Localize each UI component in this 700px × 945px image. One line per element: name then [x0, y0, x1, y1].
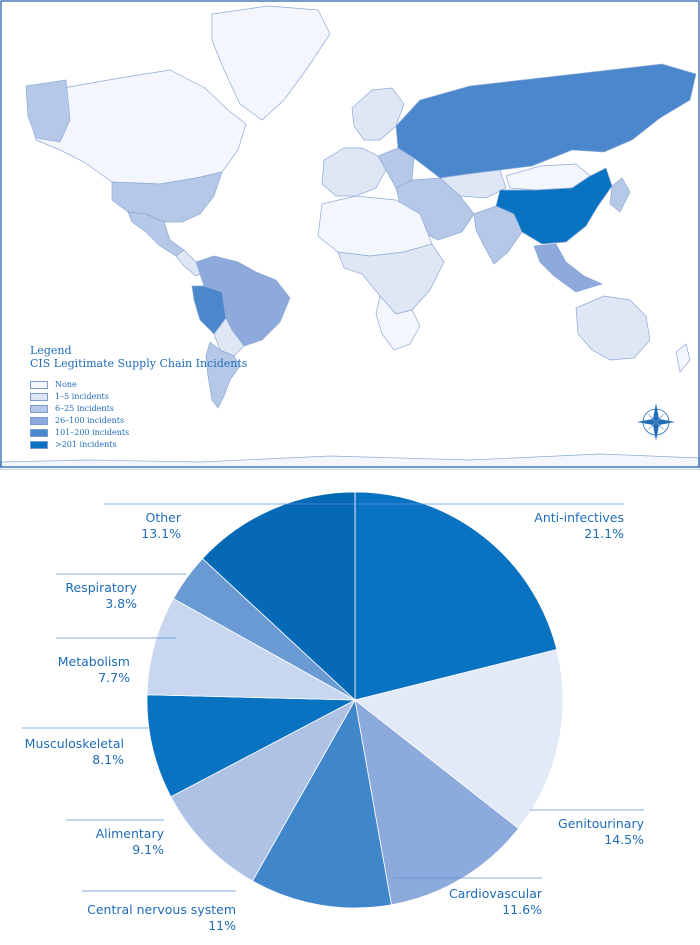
legend-swatch	[30, 405, 48, 413]
map-region-scandinavia	[351, 87, 405, 141]
pie-slice-label: Alimentary	[96, 826, 165, 841]
world-map: Legend CIS Legitimate Supply Chain Incid…	[0, 0, 700, 470]
legend-label: 6–25 incidents	[55, 404, 114, 413]
pie-slice-percent: 3.8%	[105, 596, 137, 611]
legend-item: >201 incidents	[30, 439, 247, 451]
legend-label: >201 incidents	[55, 440, 117, 449]
pie-slice-label: Metabolism	[58, 654, 130, 669]
legend-swatch	[30, 417, 48, 425]
legend-label: 26–100 incidents	[55, 416, 125, 425]
pie-slice	[170, 699, 357, 882]
legend-item: None	[30, 379, 247, 391]
legend-title: Legend	[30, 344, 72, 357]
map-region-argentina-chile	[205, 341, 241, 409]
pie-chart: Anti-infectives 21.1% Genitourinary 14.5% Ca…	[0, 470, 700, 945]
pie-slice-percent: 11.6%	[502, 902, 542, 917]
map-region-japan-korea	[609, 177, 631, 213]
pie-slice-label: Respiratory	[65, 580, 137, 595]
legend-item: 26–100 incidents	[30, 415, 247, 427]
map-region-australia	[575, 295, 651, 361]
pie-leader-lines	[22, 503, 644, 892]
pie-slices	[146, 491, 564, 909]
world-map-svg	[0, 0, 700, 470]
pie-slice-percent: 7.7%	[98, 670, 130, 685]
pie-slice	[146, 694, 357, 798]
pie-slice	[354, 649, 564, 830]
legend-label: 101–200 incidents	[55, 428, 130, 437]
map-region-southern-africa	[375, 295, 421, 351]
pie-slice-percent: 9.1%	[132, 842, 164, 857]
map-region-southeast-asia	[533, 243, 603, 293]
legend-item: 101–200 incidents	[30, 427, 247, 439]
map-region-china	[495, 167, 613, 245]
compass-rose-icon	[637, 403, 675, 441]
map-region-western-europe	[321, 147, 387, 197]
map-region-alaska	[25, 79, 71, 143]
map-legend: Legend CIS Legitimate Supply Chain Incid…	[30, 344, 247, 451]
legend-swatch	[30, 393, 48, 401]
pie-slice-percent: 21.1%	[584, 526, 624, 541]
pie-slice-label: Genitourinary	[558, 816, 645, 831]
pie-slice-label: Other	[146, 510, 182, 525]
pie-slice	[146, 598, 356, 701]
pie-slice-percent: 8.1%	[92, 752, 124, 767]
map-region-central-africa	[337, 243, 445, 315]
legend-swatch	[30, 381, 48, 389]
pie-slice	[201, 491, 356, 701]
legend-item: 6–25 incidents	[30, 403, 247, 415]
map-region-usa	[111, 171, 223, 223]
legend-label: 1–5 incidents	[55, 392, 109, 401]
legend-subtitle: CIS Legitimate Supply Chain Incidents	[30, 357, 248, 370]
pie-slice-label: Musculoskeletal	[25, 736, 124, 751]
map-region-greenland	[211, 5, 331, 121]
map-region-new-zealand	[675, 343, 691, 373]
legend-swatch	[30, 429, 48, 437]
pie-slice-label: Cardiovascular	[449, 886, 543, 901]
map-frame	[0, 0, 700, 468]
pie-slice-label: Central nervous system	[87, 902, 236, 917]
pie-slice-percent: 11%	[208, 918, 236, 933]
map-region-antarctica	[0, 453, 700, 470]
pie-slice-percent: 14.5%	[604, 832, 644, 847]
map-region-russia	[395, 63, 697, 179]
pie-slice-label: Anti-infectives	[534, 510, 624, 525]
legend-item: 1–5 incidents	[30, 391, 247, 403]
legend-label: None	[55, 380, 77, 389]
pie-slice	[354, 491, 558, 701]
pie-slice-percent: 13.1%	[141, 526, 181, 541]
pie-slice	[251, 698, 392, 909]
legend-items: None 1–5 incidents 6–25 incidents 26–100 in…	[30, 379, 247, 451]
legend-swatch	[30, 441, 48, 449]
